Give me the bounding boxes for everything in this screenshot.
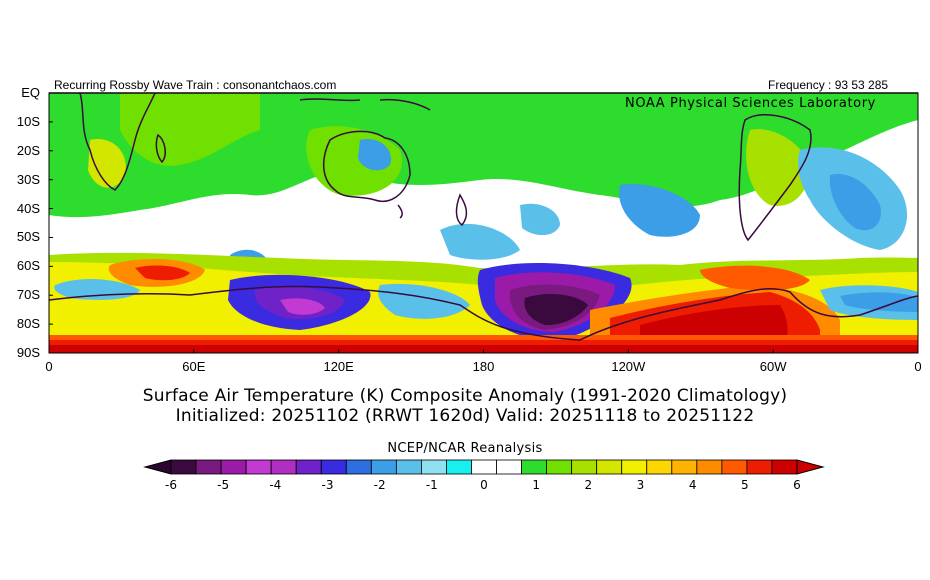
colorbar-tick-label: 3	[636, 478, 645, 492]
colorbar-tick-label: 5	[741, 478, 749, 492]
colorbar-swatch	[621, 459, 648, 475]
header-frequency: Frequency : 93 53 285	[768, 78, 889, 92]
colorbar-swatch	[696, 459, 723, 475]
lat-label: EQ	[21, 85, 40, 100]
lat-label: 30S	[16, 171, 40, 187]
colorbar-swatch	[671, 459, 698, 475]
lat-label: 70S	[16, 287, 40, 303]
colorbar-swatch	[471, 459, 497, 475]
colorbar-swatch	[596, 459, 623, 475]
colorbar-tick-label: -6	[165, 478, 177, 492]
lab-label: NOAA Physical Sciences Laboratory	[625, 96, 876, 111]
chart-subtitle: Initialized: 20251102 (RRWT 1620d) Valid…	[175, 406, 755, 426]
colorbar-tick-label: -4	[269, 478, 282, 492]
colorbar-tick-label: -1	[425, 478, 438, 492]
lon-label: 120E	[323, 359, 354, 374]
lon-label: 180	[472, 359, 495, 374]
colorbar-max-arrow	[796, 459, 825, 475]
colorbar-swatch	[646, 459, 673, 475]
colorbar-swatch	[270, 459, 297, 475]
chart-title: Surface Air Temperature (K) Composite An…	[142, 386, 788, 406]
colorbar-swatch	[721, 459, 748, 475]
lat-label: 60S	[16, 258, 40, 274]
colorbar-tick-label: 4	[688, 478, 697, 492]
colorbar-tick-label: -5	[217, 478, 230, 492]
colorbar-swatch	[170, 459, 197, 475]
lon-label: 120W	[611, 359, 646, 374]
colorbar-swatch	[345, 459, 372, 475]
colorbar-tick-label: 1	[532, 478, 540, 492]
lat-label: 80S	[16, 316, 40, 332]
coastlines	[49, 93, 918, 341]
colorbar-tick-label: 2	[584, 478, 593, 492]
colorbar-min-arrow	[143, 459, 172, 475]
colorbar-tick-label: 6	[793, 478, 801, 492]
colorbar-tick-label: -3	[321, 478, 334, 492]
lon-label: 0	[45, 359, 53, 374]
colorbar-swatch	[245, 459, 272, 475]
colorbar-swatch	[195, 459, 222, 475]
colorbar-swatch	[571, 459, 598, 475]
colorbar-swatch	[420, 459, 447, 475]
colorbar-swatch	[771, 459, 798, 475]
colorbar-swatch	[295, 459, 322, 475]
lon-label: 60W	[759, 359, 787, 374]
anomaly-field	[49, 93, 918, 353]
colorbar-swatch	[521, 459, 547, 475]
colorbar-swatch	[546, 459, 573, 475]
colorbar-swatch	[220, 459, 247, 475]
colorbar-swatch	[320, 459, 347, 475]
header-source-credit: Recurring Rossby Wave Train : consonantc…	[54, 78, 337, 92]
lon-label: 0	[914, 359, 922, 374]
lat-label: 90S	[16, 345, 40, 360]
lon-label: 60E	[182, 359, 206, 374]
colorbar-tick-label: -2	[373, 478, 386, 492]
colorbar-swatch	[395, 459, 422, 475]
colorbar-swatch	[496, 459, 522, 475]
colorbar	[143, 459, 825, 475]
lat-label: 20S	[16, 142, 40, 158]
colorbar-tick-label: 0	[480, 478, 488, 492]
colorbar-swatch	[446, 459, 472, 475]
lat-label: 50S	[16, 229, 40, 245]
lat-label: 40S	[16, 200, 40, 216]
data-source-label: NCEP/NCAR Reanalysis	[387, 441, 543, 456]
colorbar-swatch	[370, 459, 397, 475]
colorbar-swatch	[746, 459, 773, 475]
lat-label: 10S	[16, 113, 40, 129]
